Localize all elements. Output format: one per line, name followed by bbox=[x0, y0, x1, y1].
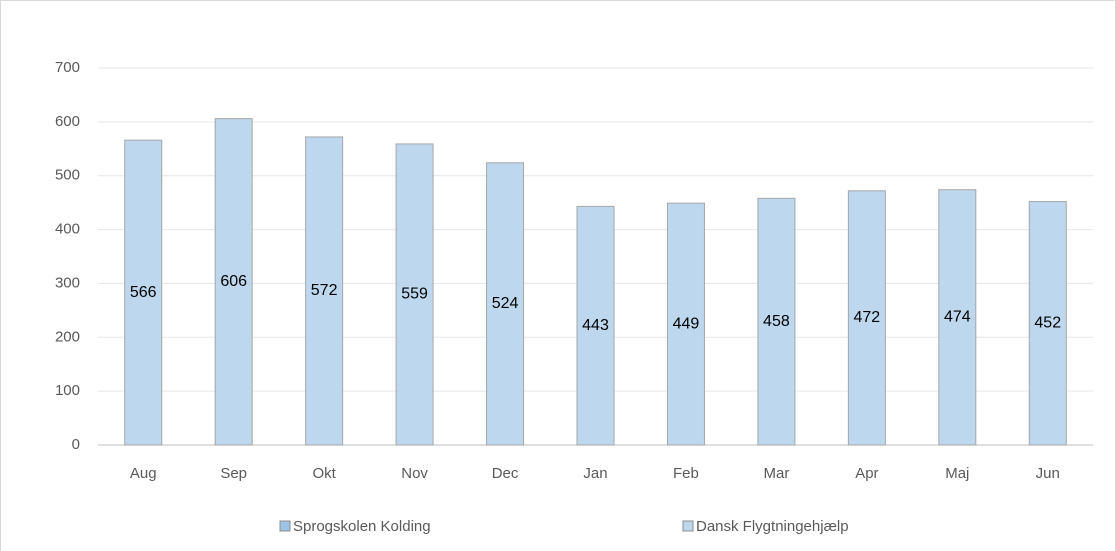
y-tick-label: 600 bbox=[55, 113, 80, 130]
data-label: 458 bbox=[763, 313, 790, 330]
data-label: 524 bbox=[492, 295, 519, 312]
y-tick-label: 300 bbox=[55, 274, 80, 291]
bar bbox=[305, 136, 344, 446]
bar bbox=[1028, 201, 1067, 446]
legend-label: Sprogskolen Kolding bbox=[293, 518, 431, 535]
y-tick-label: 700 bbox=[55, 59, 80, 76]
x-tick-label: Feb bbox=[673, 465, 699, 482]
x-tick-label: Maj bbox=[945, 465, 969, 482]
y-tick-label: 500 bbox=[55, 167, 80, 184]
data-label: 572 bbox=[311, 282, 338, 299]
legend-label: Dansk Flygtningehjælp bbox=[696, 518, 849, 535]
x-tick-label: Aug bbox=[130, 465, 157, 482]
data-label: 566 bbox=[130, 284, 157, 301]
bar bbox=[757, 197, 796, 446]
data-label: 449 bbox=[673, 315, 700, 332]
x-tick-label: Dec bbox=[492, 465, 519, 482]
data-label: 606 bbox=[220, 273, 247, 290]
x-tick-label: Sep bbox=[220, 465, 247, 482]
data-label: 452 bbox=[1034, 315, 1061, 332]
x-tick-label: Mar bbox=[763, 465, 789, 482]
data-label: 474 bbox=[944, 309, 971, 326]
legend-swatch bbox=[682, 520, 694, 532]
y-tick-label: 200 bbox=[55, 328, 80, 345]
bar bbox=[666, 202, 705, 446]
bar bbox=[576, 205, 615, 446]
legend-swatch bbox=[279, 520, 291, 532]
bar bbox=[124, 139, 163, 446]
y-tick-label: 0 bbox=[72, 436, 80, 453]
x-tick-label: Nov bbox=[401, 465, 428, 482]
data-label: 559 bbox=[401, 286, 428, 303]
x-tick-label: Apr bbox=[855, 465, 878, 482]
y-tick-label: 100 bbox=[55, 382, 80, 399]
data-label: 443 bbox=[582, 317, 609, 334]
x-tick-label: Okt bbox=[312, 465, 336, 482]
bar bbox=[395, 143, 434, 446]
x-tick-label: Jun bbox=[1036, 465, 1060, 482]
bar bbox=[214, 118, 253, 446]
bar bbox=[486, 162, 525, 446]
y-tick-label: 400 bbox=[55, 221, 80, 238]
x-tick-label: Jan bbox=[583, 465, 607, 482]
data-label: 472 bbox=[854, 309, 881, 326]
bar bbox=[938, 189, 977, 446]
bar bbox=[847, 190, 886, 446]
